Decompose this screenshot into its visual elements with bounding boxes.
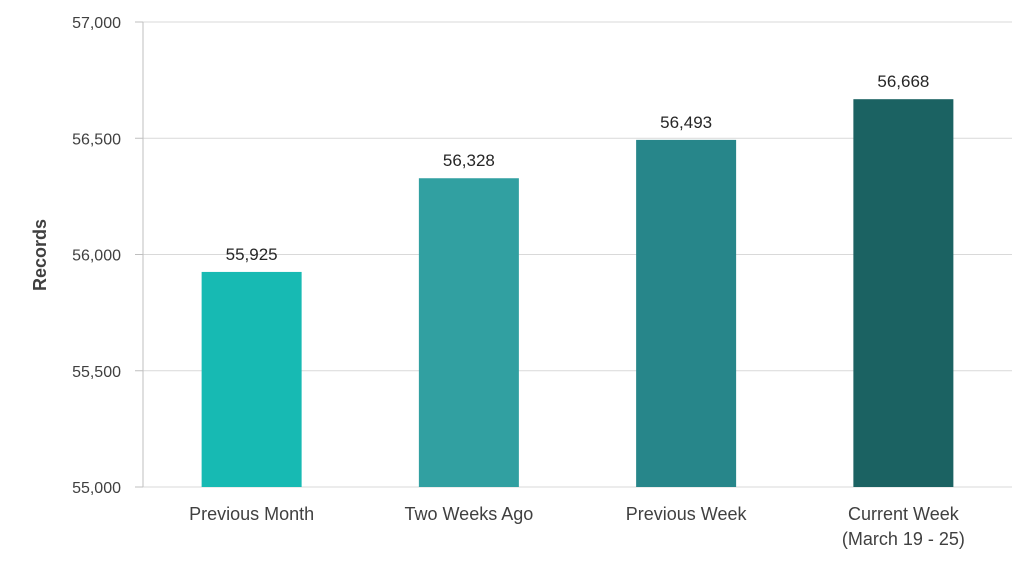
y-tick-label: 57,000	[72, 15, 121, 32]
bars	[201, 99, 954, 488]
y-tick-label: 56,500	[72, 131, 121, 148]
data-label: 55,925	[226, 245, 278, 264]
y-tick-label: 56,000	[72, 248, 121, 265]
y-axis-ticks: 55,000 55,500 56,000 56,500 57,000	[72, 15, 121, 497]
data-label: 56,493	[660, 113, 712, 132]
x-category-label: Two Weeks Ago	[405, 504, 534, 524]
data-labels: 55,925 56,328 56,493 56,668	[226, 72, 930, 264]
x-axis-categories: Previous Month Two Weeks Ago Previous Week…	[189, 504, 965, 549]
bar	[201, 271, 302, 487]
x-category-label: Previous Month	[189, 504, 314, 524]
bar	[636, 139, 737, 487]
bar	[418, 178, 519, 488]
x-category-label: Current Week (March 19 - 25)	[842, 504, 965, 549]
x-category-label: Previous Week	[626, 504, 748, 524]
data-label: 56,328	[443, 151, 495, 170]
y-axis-title: Records	[30, 219, 50, 291]
y-tick-label: 55,000	[72, 480, 121, 497]
y-tick-label: 55,500	[72, 364, 121, 381]
data-label: 56,668	[877, 72, 929, 91]
bar	[853, 99, 954, 487]
